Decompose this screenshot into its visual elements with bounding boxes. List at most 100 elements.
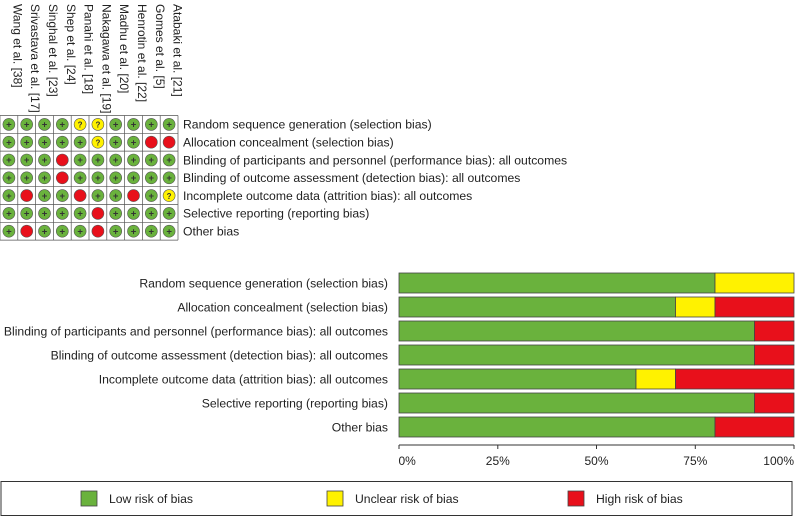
study-labels: Wang et al. [38] Srivastava et al. [17] Si… (10, 4, 184, 113)
judgement-low-marker (162, 118, 176, 131)
judgement-low-symbol: + (60, 137, 66, 148)
judgement-unclear-symbol: ? (167, 192, 172, 201)
study-label: Singhal et al. [23] (46, 4, 60, 97)
judgement-low-marker (38, 118, 51, 131)
judgement-low-symbol: + (77, 226, 83, 237)
judgement-low-marker (91, 189, 105, 202)
judgement-low-marker (20, 153, 34, 167)
judgement-high-marker (55, 171, 69, 185)
study-label: Henrotin et al. [22] (135, 4, 149, 102)
bar-segment-low (398, 344, 755, 366)
bar-category-label: Allocation concealment (selection bias) (177, 300, 388, 314)
judgement-low-marker (145, 224, 158, 238)
judgement-low-symbol: + (77, 209, 83, 220)
judgement-low-symbol: + (6, 173, 12, 184)
judgement-low-symbol: + (113, 120, 119, 131)
judgement-low-symbol: + (113, 155, 119, 166)
legend-label-unclear: Unclear risk of bias (355, 492, 459, 506)
x-tick-label: 25% (486, 454, 510, 468)
judgement-low-symbol: + (42, 173, 48, 184)
judgement-low-marker (38, 153, 51, 167)
judgement-low-marker (162, 224, 176, 238)
judgement-low-marker (20, 118, 34, 131)
judgement-low-marker (145, 153, 158, 167)
study-label: Panahi et al. [18] (82, 4, 96, 94)
stacked-bars (398, 272, 795, 438)
x-tick-label: 75% (683, 454, 707, 468)
bar-category-label: Blinding of participants and personnel (… (4, 324, 388, 338)
judgement-low-marker (127, 135, 140, 149)
judgement-low-symbol: + (113, 173, 119, 184)
study-label: Atabaki et al. [21] (171, 4, 185, 97)
bar-segment-unclear (635, 368, 676, 390)
judgement-low-symbol: + (24, 173, 30, 184)
judgement-low-marker (38, 171, 51, 185)
judgement-low-symbol: + (77, 155, 83, 166)
judgement-high-marker (91, 224, 105, 238)
domain-label: Other bias (183, 225, 239, 239)
bar-segment-high (754, 344, 795, 366)
judgement-unclear-symbol: ? (78, 121, 83, 130)
judgement-unclear-marker (162, 189, 176, 202)
domain-label: Blinding of outcome assessment (detectio… (183, 171, 520, 185)
judgement-low-symbol: + (42, 226, 48, 237)
judgement-low-marker (73, 135, 87, 149)
judgement-low-symbol: + (6, 226, 12, 237)
judgement-low-marker (145, 118, 158, 131)
judgement-low-symbol: + (95, 155, 101, 166)
bar-category-label: Blinding of outcome assessment (detectio… (51, 348, 388, 362)
judgement-low-symbol: + (42, 191, 48, 202)
judgement-low-marker (109, 189, 122, 202)
x-tick-label: 50% (584, 454, 608, 468)
judgement-unclear-symbol: ? (95, 121, 100, 130)
study-label: Nakagawa et al. [19] (99, 4, 113, 113)
judgement-low-marker (20, 135, 34, 149)
study-label: Madhu et al. [20] (117, 4, 131, 93)
judgement-low-symbol: + (42, 209, 48, 220)
judgement-low-marker (2, 207, 16, 220)
bar-segment-high (754, 320, 795, 342)
judgement-high-marker (20, 189, 34, 202)
judgement-high-marker (145, 135, 158, 149)
judgement-low-marker (55, 189, 69, 202)
judgement-low-symbol: + (77, 173, 83, 184)
judgement-low-marker (127, 224, 140, 238)
legend-label-low: Low risk of bias (109, 492, 193, 506)
judgement-low-symbol: + (149, 173, 155, 184)
judgement-low-marker (2, 135, 16, 149)
judgement-low-marker (55, 224, 69, 238)
judgement-low-symbol: + (6, 191, 12, 202)
judgement-low-marker (38, 207, 51, 220)
judgement-low-symbol: + (166, 173, 172, 184)
judgement-low-marker (145, 189, 158, 202)
judgement-low-symbol: + (149, 191, 155, 202)
study-label: Gomes et al. [5] (153, 4, 167, 89)
judgement-low-symbol: + (131, 137, 137, 148)
judgement-low-marker (38, 189, 51, 202)
judgement-low-symbol: + (24, 155, 30, 166)
bar-category-label: Selective reporting (reporting bias) (202, 396, 388, 410)
bar-segment-low (398, 272, 716, 294)
bar-segment-low (398, 320, 755, 342)
legend-swatch-unclear (326, 490, 344, 507)
judgement-low-symbol: + (24, 209, 30, 220)
judgement-low-symbol: + (166, 209, 172, 220)
judgement-low-symbol: + (95, 191, 101, 202)
judgement-low-marker (91, 153, 105, 167)
judgement-low-marker (2, 153, 16, 167)
judgement-low-symbol: + (95, 173, 101, 184)
judgement-unclear-symbol: ? (95, 138, 100, 147)
judgement-low-marker (73, 207, 87, 220)
judgement-low-marker (127, 171, 140, 185)
risk-matrix-cells: + + + +?? + + + + + + + + +? + + + + + + + + + + + + + + + + + + + + + + + +… (2, 118, 176, 238)
judgement-high-marker (73, 189, 87, 202)
judgement-low-marker (55, 135, 69, 149)
judgement-low-marker (127, 153, 140, 167)
judgement-high-marker (20, 224, 34, 238)
bar-segment-low (398, 296, 676, 318)
judgement-low-symbol: + (60, 120, 66, 131)
x-tick-label: 100% (763, 454, 794, 468)
judgement-low-symbol: + (6, 209, 12, 220)
judgement-low-marker (109, 135, 122, 149)
judgement-low-symbol: + (149, 155, 155, 166)
